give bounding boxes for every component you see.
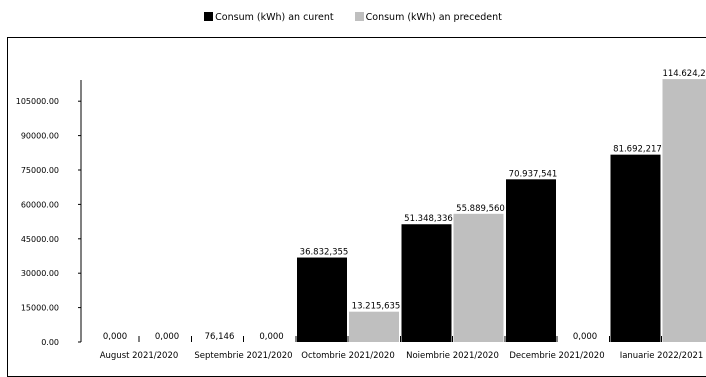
y-tick-label: 90000.00: [21, 132, 59, 141]
bar-current: [611, 155, 661, 342]
y-tick-label: 15000.00: [21, 304, 59, 313]
value-label-previous: 0,000: [573, 332, 597, 342]
x-category-label: Octombrie 2021/2020: [301, 351, 395, 361]
bar-current: [297, 258, 347, 342]
x-category-label: Noiembrie 2021/2020: [406, 351, 499, 361]
value-label-current: 51.348,336: [404, 214, 453, 224]
bar-previous: [663, 79, 706, 342]
value-label-previous: 0,000: [155, 332, 179, 342]
bar-current: [402, 224, 452, 342]
bar-previous: [349, 312, 399, 342]
value-label-previous: 13.215,635: [352, 302, 401, 312]
y-tick-label: 75000.00: [21, 166, 59, 175]
value-label-current: 0,000: [103, 332, 127, 342]
x-category-label: Septembrie 2021/2020: [194, 351, 292, 361]
y-tick-label: 60000.00: [21, 200, 59, 209]
y-tick-label: 105000.00: [16, 97, 59, 106]
value-label-current: 70.937,541: [509, 169, 558, 179]
y-tick-label: 30000.00: [21, 269, 59, 278]
y-tick-label: 0.00: [41, 338, 59, 347]
value-label-previous: 114.624,225: [662, 69, 706, 79]
value-label-previous: 0,000: [259, 332, 283, 342]
value-label-previous: 55.889,560: [456, 204, 505, 214]
value-label-current: 81.692,217: [613, 145, 662, 155]
bar-previous: [454, 214, 504, 342]
x-category-label: Ianuarie 2022/2021: [620, 351, 704, 361]
y-tick-label: 45000.00: [21, 235, 59, 244]
value-label-current: 76,146: [205, 332, 235, 342]
x-category-label: August 2021/2020: [100, 351, 179, 361]
bar-current: [506, 179, 556, 342]
x-category-label: Decembrie 2021/2020: [509, 351, 604, 361]
value-label-current: 36.832,355: [300, 248, 349, 258]
